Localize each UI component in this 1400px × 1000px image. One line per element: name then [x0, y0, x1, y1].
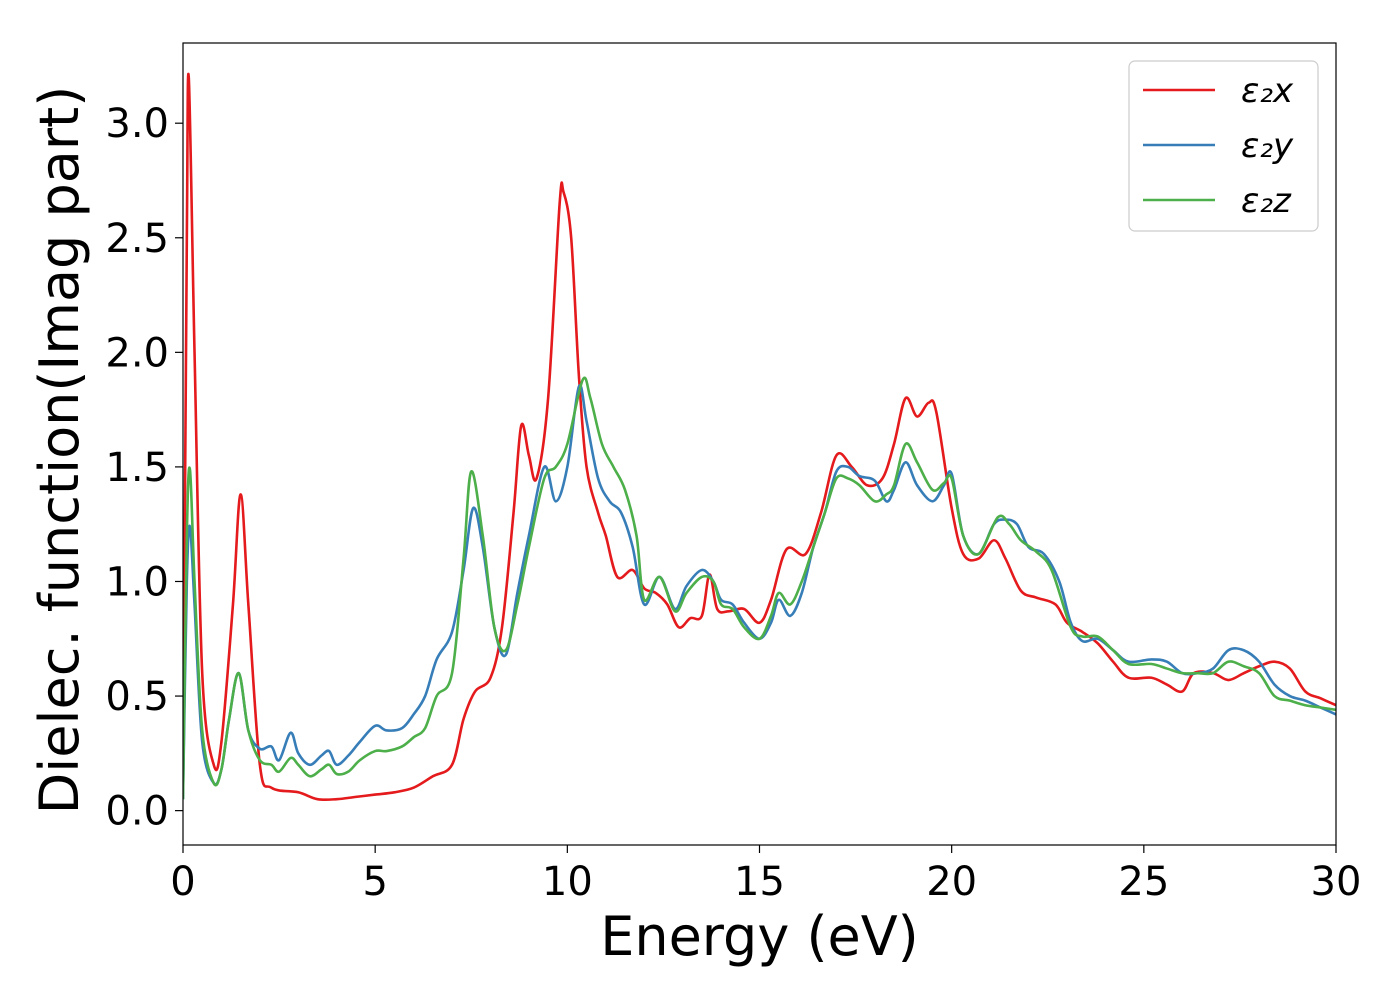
x-tick-label: 25 [1118, 859, 1169, 905]
x-axis-label: Energy (eV) [600, 905, 919, 968]
series-line-1 [183, 384, 1336, 800]
y-tick-label: 0.5 [105, 674, 169, 720]
x-tick-label: 0 [170, 859, 195, 905]
x-axis-ticks: 0 5 10 15 20 25 30 [170, 845, 1361, 905]
x-tick-label: 10 [542, 859, 593, 905]
y-tick-label: 3.0 [105, 101, 169, 147]
x-tick-label: 30 [1311, 859, 1362, 905]
y-tick-label: 1.5 [105, 445, 169, 491]
legend-label: ε₂z [1241, 181, 1292, 221]
legend: ε₂x ε₂y ε₂z [1128, 60, 1319, 232]
y-axis-ticks: 0.0 0.5 1.0 1.5 2.0 2.5 3.0 [105, 101, 183, 835]
y-axis-label: Dielec. function(Imag part) [28, 86, 91, 815]
y-tick-label: 1.0 [105, 559, 169, 605]
y-tick-label: 0.0 [105, 789, 169, 835]
y-tick-label: 2.0 [105, 330, 169, 376]
x-tick-label: 20 [926, 859, 977, 905]
x-tick-label: 15 [734, 859, 785, 905]
legend-label: ε₂x [1241, 71, 1294, 111]
x-tick-label: 5 [362, 859, 387, 905]
legend-box [1128, 60, 1319, 232]
series-line-2 [183, 376, 1336, 800]
series-lines [183, 72, 1336, 802]
legend-label: ε₂y [1241, 126, 1294, 166]
y-tick-label: 2.5 [105, 216, 169, 262]
series-line-0 [183, 72, 1336, 802]
